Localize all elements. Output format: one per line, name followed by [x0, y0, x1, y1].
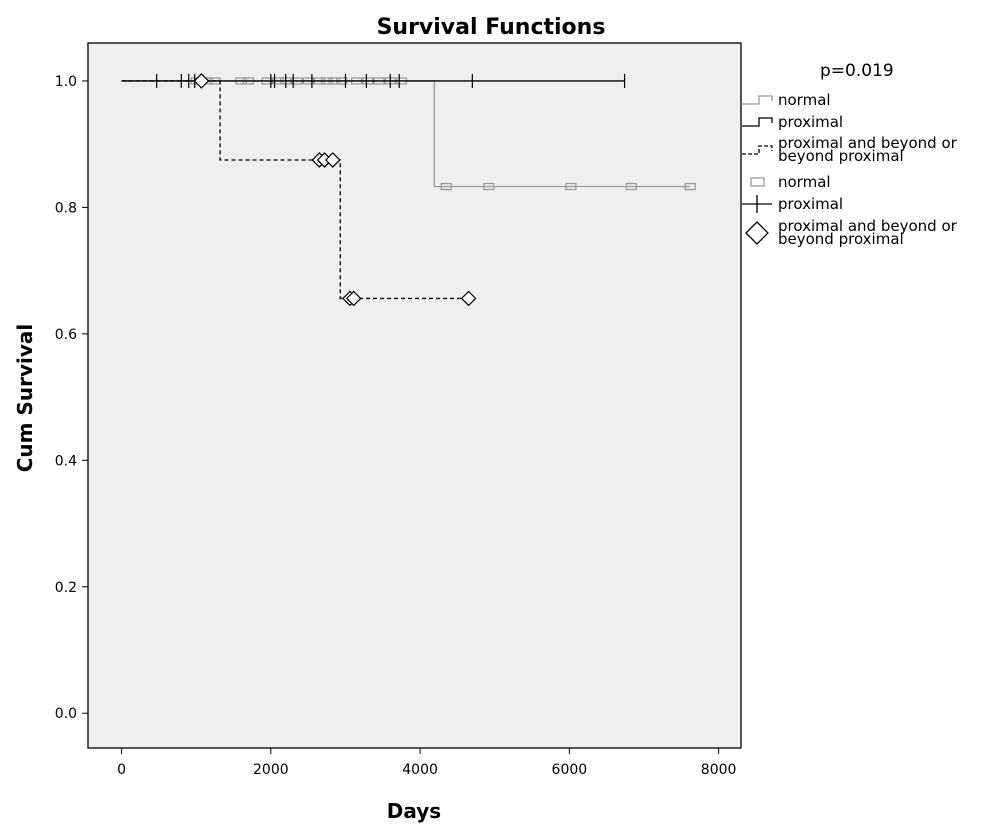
axes: 0.0 0.2 0.4 0.6 0.8 1.0 0 2000 4000 6000 8000	[55, 74, 737, 778]
censor-marker	[440, 182, 452, 191]
x-tick-label: 4000	[402, 762, 438, 778]
series-2	[121, 73, 477, 307]
censor-marker	[345, 290, 362, 307]
legend-label: proximal	[778, 195, 843, 213]
censor-marker	[483, 182, 495, 191]
x-axis-title: Days	[387, 799, 441, 823]
censor-marker	[324, 152, 341, 168]
p-value-annotation: p=0.019	[820, 61, 894, 81]
x-tick-label: 2000	[253, 762, 289, 778]
legend-marker-0	[750, 177, 765, 187]
series-layer	[121, 73, 696, 307]
legend: normal proximal proximal and beyond or beyo…	[742, 91, 958, 248]
legend-label: proximal and beyond or beyond proximal	[778, 134, 958, 165]
x-tick-label: 6000	[552, 762, 588, 778]
censor-marker	[684, 182, 696, 191]
legend-label: normal	[778, 91, 831, 109]
x-tick-label: 0	[117, 762, 126, 778]
legend-marker-2	[745, 221, 769, 245]
legend-line-1	[742, 117, 773, 127]
x-tick-label: 8000	[701, 762, 737, 778]
legend-line-2	[742, 145, 773, 155]
y-tick-label: 0.8	[55, 200, 77, 216]
y-tick-label: 0.2	[55, 580, 77, 596]
censor-marker	[625, 182, 637, 191]
legend-line-0	[742, 95, 773, 105]
censor-marker	[565, 182, 577, 191]
censor-marker	[193, 73, 210, 89]
legend-label: proximal	[778, 113, 843, 131]
plot-area	[87, 42, 742, 749]
y-tick-label: 1.0	[55, 74, 77, 90]
legend-label: normal	[778, 173, 831, 191]
y-tick-label: 0.6	[55, 327, 77, 343]
legend-marker-1	[742, 195, 772, 213]
y-tick-label: 0.4	[55, 453, 77, 469]
chart-title: Survival Functions	[377, 15, 606, 40]
censor-marker	[460, 290, 477, 307]
legend-label: proximal and beyond or beyond proximal	[778, 217, 958, 248]
y-axis-title: Cum Survival	[13, 324, 37, 473]
y-tick-label: 0.0	[55, 706, 77, 722]
survival-curve-2	[121, 80, 469, 300]
